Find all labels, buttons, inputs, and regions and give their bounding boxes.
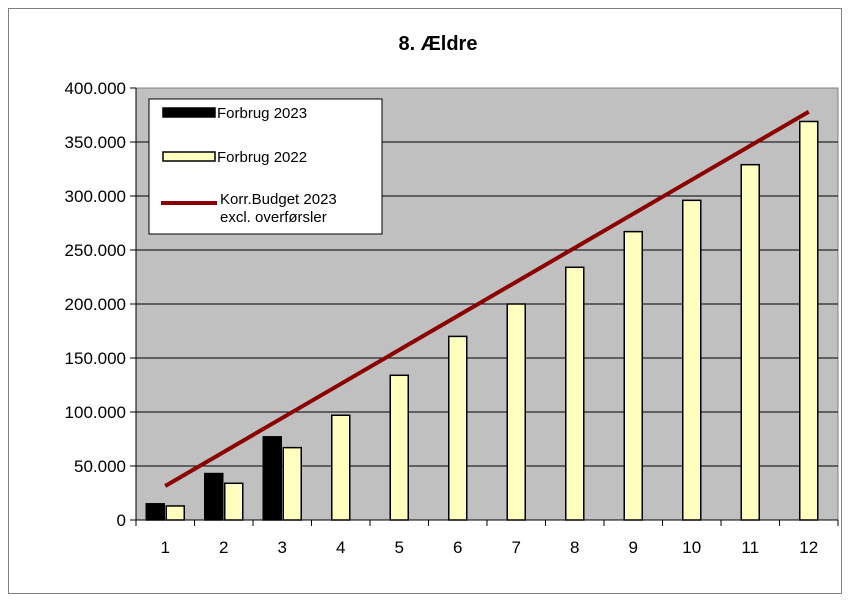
- x-tick-label: 11: [741, 538, 759, 557]
- legend-label-korr-budget-line2: excl. overførsler: [220, 209, 327, 226]
- x-tick-label: 1: [161, 538, 170, 557]
- x-tick-label: 8: [570, 538, 579, 557]
- budget-line-layer: [164, 110, 810, 488]
- x-tick-label: 9: [629, 538, 638, 557]
- legend-box: [148, 98, 383, 235]
- x-tick-label: 10: [682, 538, 701, 557]
- bar-forbrug-2022: [448, 335, 468, 521]
- line-korr-budget-2023: [164, 110, 810, 488]
- bar-forbrug-2023: [262, 436, 282, 521]
- legend: Forbrug 2023 Forbrug 2022 Korr.Budget 20…: [148, 98, 383, 235]
- y-tick-label: 200.000: [65, 295, 126, 314]
- bar-forbrug-2022: [165, 505, 185, 521]
- legend-item-korr-budget: Korr.Budget 2023 excl. overførsler: [161, 191, 337, 226]
- x-tick-label: 3: [278, 538, 287, 557]
- x-tick-label: 2: [219, 538, 228, 557]
- bar-forbrug-2022: [331, 414, 351, 521]
- y-tick-label: 400.000: [65, 79, 126, 98]
- y-tick-label: 0: [117, 511, 126, 530]
- bar-forbrug-2022: [682, 199, 702, 521]
- axes: 0 50.000 100.000 150.000 200.000 250.000 300.0…: [65, 79, 839, 557]
- legend-item-forbrug-2022: Forbrug 2022: [162, 149, 307, 166]
- bar-forbrug-2022: [506, 303, 526, 521]
- y-tick-label: 50.000: [74, 457, 126, 476]
- y-tick-label: 100.000: [65, 403, 126, 422]
- legend-swatch-forbrug-2022: [162, 151, 216, 162]
- y-tick-label: 150.000: [65, 349, 126, 368]
- legend-label-forbrug-2023: Forbrug 2023: [217, 105, 307, 122]
- bar-forbrug-2022: [224, 482, 244, 521]
- bar-forbrug-2023: [204, 472, 224, 521]
- legend-swatch-forbrug-2023: [162, 107, 216, 118]
- bar-forbrug-2022: [623, 230, 643, 521]
- x-tick-label: 6: [453, 538, 462, 557]
- x-tick-label: 4: [336, 538, 345, 557]
- chart-title: 8. Ældre: [399, 33, 478, 55]
- bar-forbrug-2022: [282, 446, 302, 521]
- legend-item-forbrug-2023: Forbrug 2023: [162, 105, 307, 122]
- y-tick-label: 250.000: [65, 241, 126, 260]
- bar-forbrug-2022: [389, 374, 409, 521]
- bar-forbrug-2022: [740, 163, 760, 521]
- x-tick-label: 12: [799, 538, 818, 557]
- bar-forbrug-2022: [799, 120, 819, 521]
- x-tick-label: 7: [512, 538, 521, 557]
- bar-forbrug-2022: [565, 266, 585, 521]
- y-tick-label: 350.000: [65, 133, 126, 152]
- legend-label-korr-budget-line1: Korr.Budget 2023: [220, 191, 337, 208]
- bar-forbrug-2023: [145, 503, 165, 521]
- legend-label-forbrug-2022: Forbrug 2022: [217, 149, 307, 166]
- bars: [145, 120, 819, 521]
- y-tick-label: 300.000: [65, 187, 126, 206]
- x-tick-label: 5: [395, 538, 404, 557]
